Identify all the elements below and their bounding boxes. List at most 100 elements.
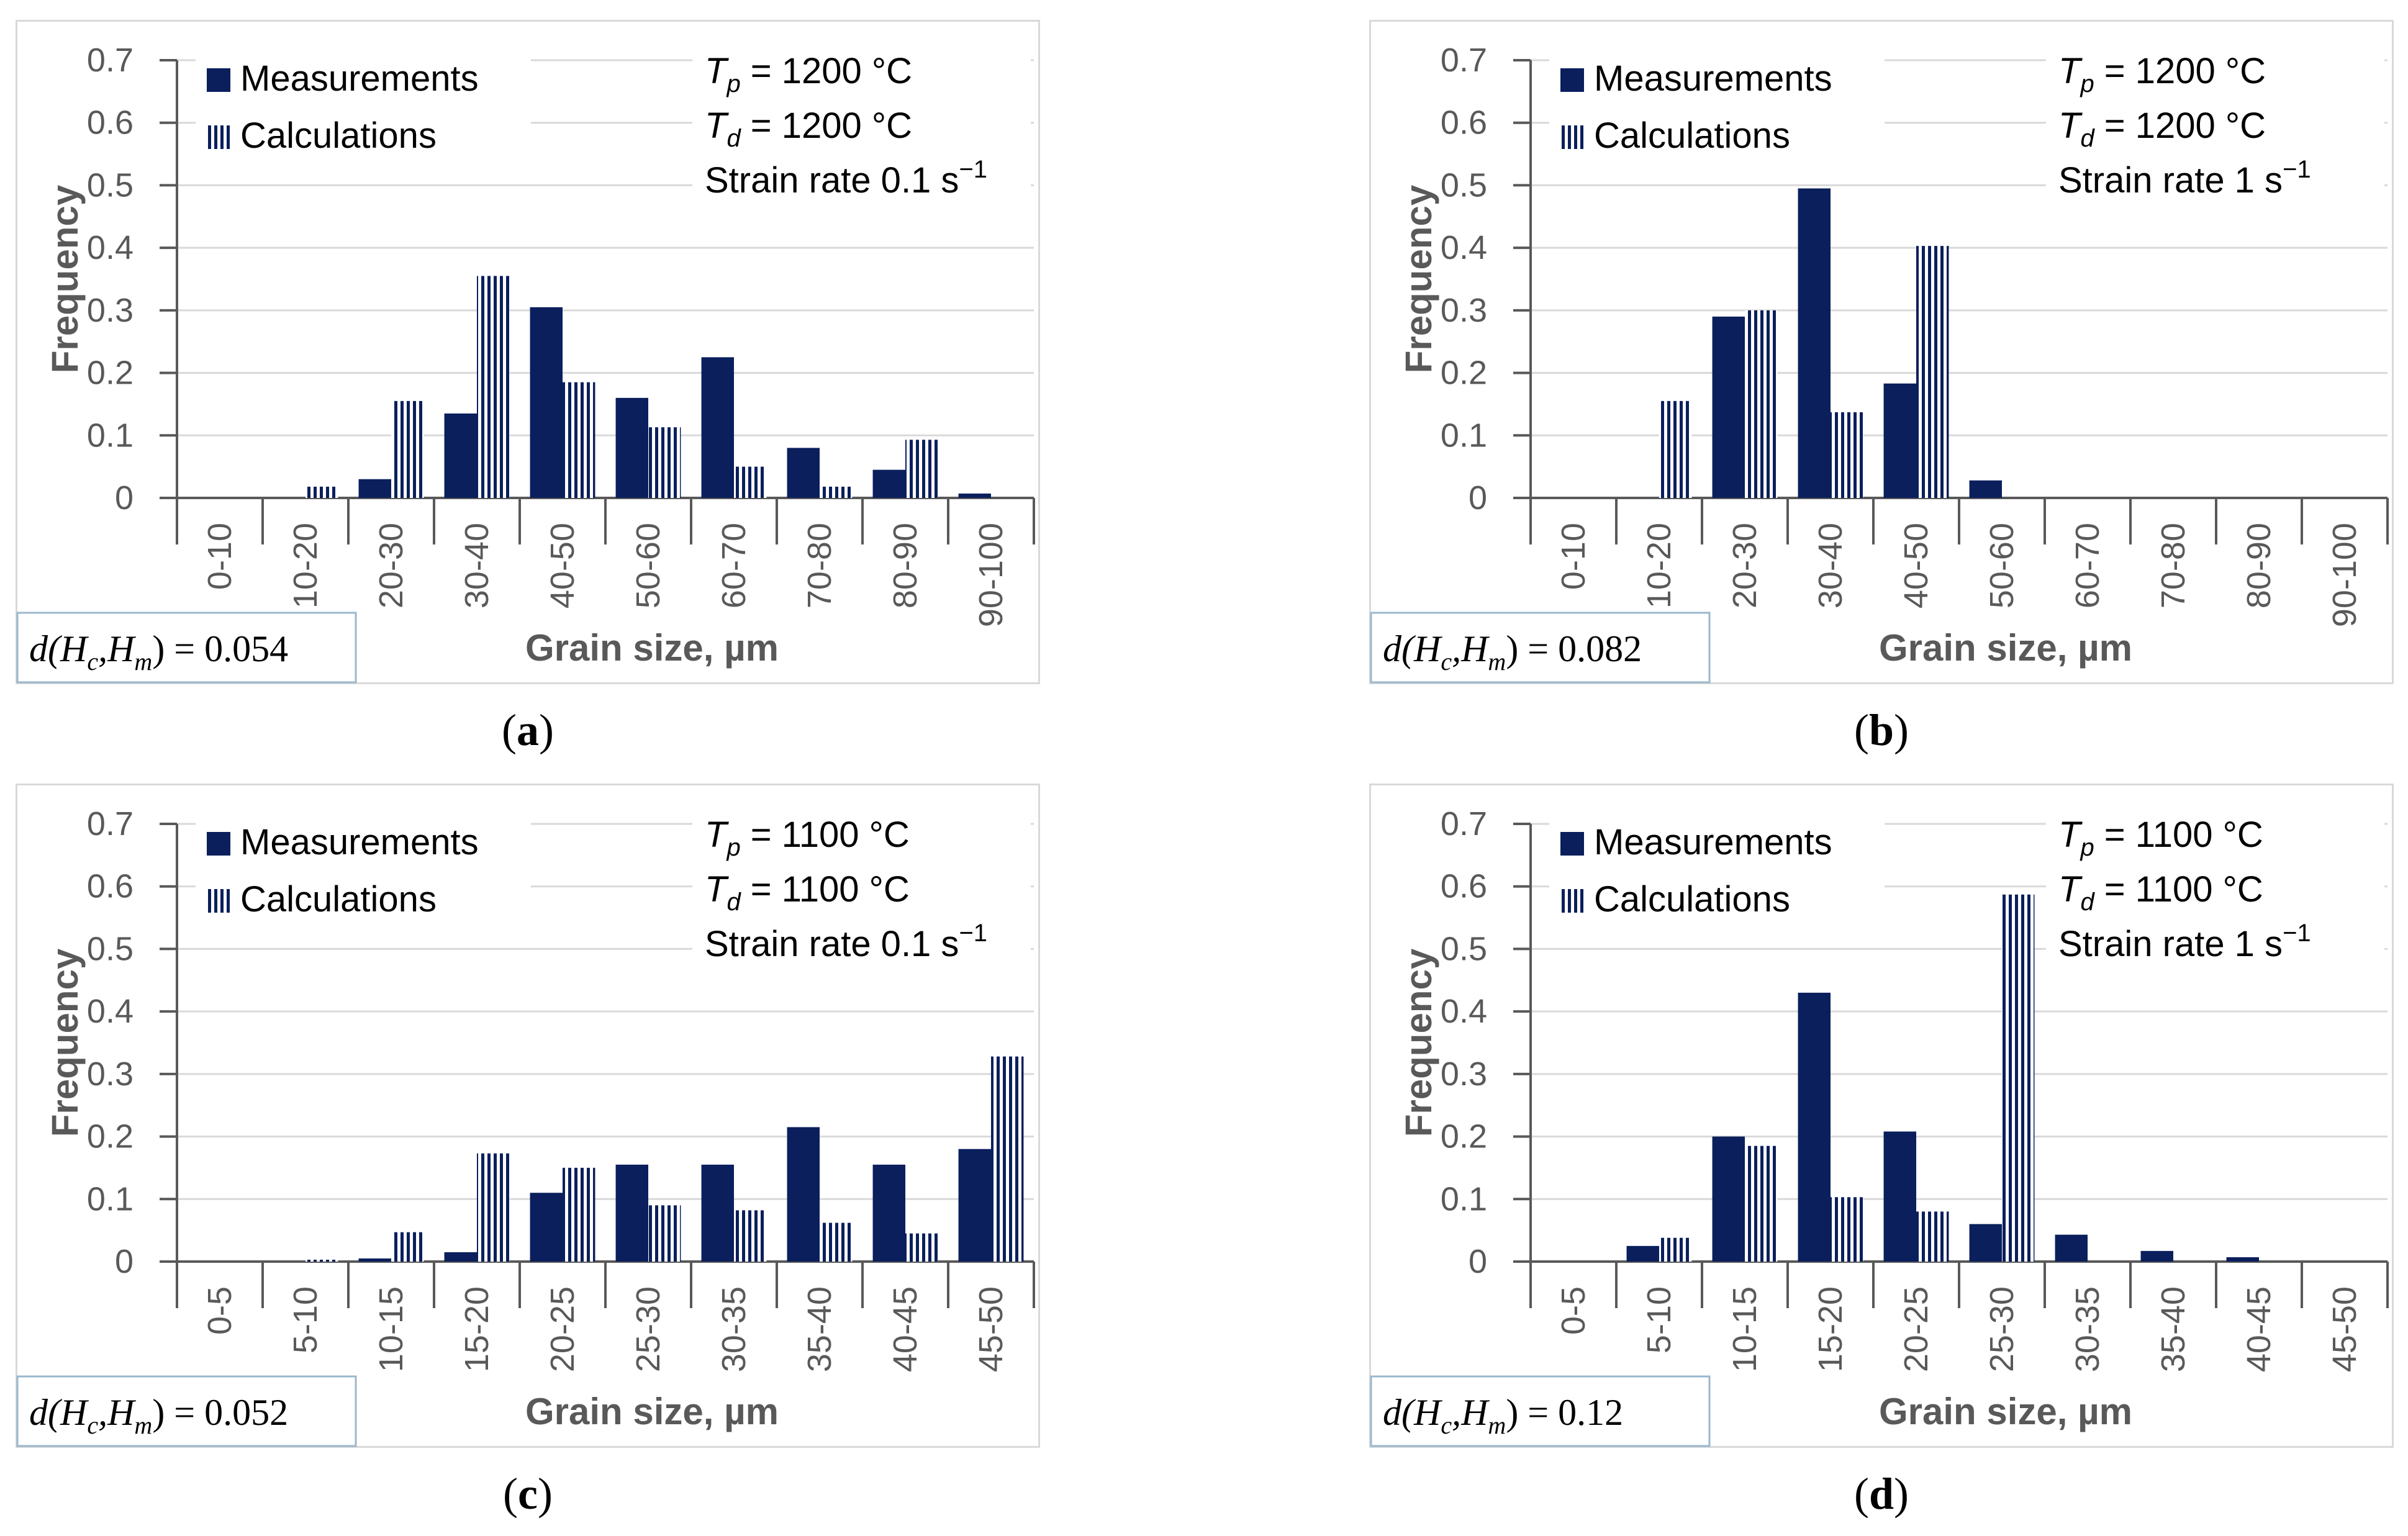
x-axis-title: Grain size, µm (525, 1391, 779, 1432)
x-tick-label: 30-40 (458, 523, 496, 608)
x-tick-label: 20-30 (373, 523, 410, 608)
y-axis-title: Frequency (1398, 184, 1439, 373)
legend-swatch-measurements (207, 68, 230, 92)
x-tick-label: 15-20 (1812, 1286, 1849, 1372)
condition-td: Td = 1200 °C (2058, 106, 2266, 152)
bar-calculations (905, 440, 938, 498)
y-tick-label: 0.1 (1441, 417, 1487, 454)
bar-measurements (701, 357, 734, 498)
y-axis-title: Frequency (44, 184, 86, 373)
y-tick-label: 0.6 (87, 868, 134, 905)
x-tick-label: 0-10 (201, 523, 238, 590)
x-tick-label: 30-35 (2069, 1286, 2106, 1372)
x-tick-label: 10-20 (287, 523, 324, 608)
x-tick-label: 90-100 (972, 523, 1010, 627)
legend-label-calculations: Calculations (240, 115, 437, 156)
x-tick-label: 90-100 (2326, 523, 2363, 627)
conditions-box (692, 799, 1031, 985)
y-tick-label: 0.2 (1441, 1118, 1487, 1155)
legend-label-calculations: Calculations (240, 879, 437, 919)
legend-label-calculations: Calculations (1594, 115, 1790, 156)
y-tick-label: 0.3 (87, 292, 134, 329)
bar-calculations (1745, 310, 1778, 498)
x-tick-label: 35-40 (2155, 1286, 2192, 1372)
legend-box (1549, 35, 1885, 166)
caption-c: (c) (503, 1469, 553, 1519)
x-tick-label: 30-35 (715, 1286, 753, 1372)
y-tick-label: 0 (115, 1243, 134, 1280)
x-tick-label: 60-70 (715, 523, 753, 608)
legend-swatch-measurements (1560, 68, 1584, 92)
bar-measurements (444, 413, 477, 498)
legend-swatch-calculations (1560, 889, 1584, 913)
y-tick-label: 0.7 (87, 805, 134, 843)
bar-measurements (1712, 316, 1745, 498)
y-tick-label: 0.1 (87, 1180, 134, 1218)
y-tick-label: 0 (115, 479, 134, 517)
x-tick-label: 25-30 (630, 1286, 667, 1372)
x-tick-label: 0-5 (1555, 1286, 1592, 1335)
bar-measurements (1626, 1245, 1659, 1262)
bar-calculations (734, 466, 767, 498)
bar-measurements (615, 397, 648, 498)
bar-calculations (1659, 400, 1692, 498)
chart-panel-a: 0 0.1 0.2 0.3 0.4 0.5 0.6 0.7 0-10 10-20 20-30 30-4… (16, 20, 1040, 684)
y-tick-label: 0.2 (87, 1118, 134, 1155)
distance-label: d(Hc,Hm) = 0.054 (29, 628, 288, 675)
bar-calculations (1659, 1237, 1692, 1262)
legend-swatch-measurements (1560, 832, 1584, 856)
x-tick-label: 40-50 (544, 523, 581, 608)
x-tick-label: 40-50 (1898, 523, 1935, 608)
distance-label: d(Hc,Hm) = 0.082 (1383, 628, 1642, 675)
condition-strain-rate: Strain rate 1 s−1 (2058, 919, 2311, 964)
bar-calculations (391, 1232, 424, 1262)
bar-measurements (872, 469, 905, 498)
y-tick-label: 0.7 (87, 42, 134, 79)
caption-b: (b) (1854, 705, 1909, 755)
y-tick-label: 0.6 (87, 104, 134, 142)
condition-tp: Tp = 1100 °C (705, 815, 910, 861)
chart-panel-b: 0 0.1 0.2 0.3 0.4 0.5 0.6 0.7 0-10 10-20 20-30 30-4… (1369, 20, 2394, 684)
y-tick-label: 0 (1469, 479, 1487, 517)
x-tick-label: 0-5 (201, 1286, 238, 1335)
bar-calculations (1745, 1145, 1778, 1262)
x-axis-title: Grain size, µm (1879, 1391, 2132, 1432)
y-tick-label: 0.1 (87, 417, 134, 454)
x-tick-label: 10-20 (1641, 523, 1678, 608)
x-tick-label: 45-50 (2326, 1286, 2363, 1372)
caption-a: (a) (502, 705, 554, 755)
bar-calculations (306, 1259, 338, 1262)
y-tick-label: 0.5 (87, 930, 134, 967)
x-tick-label: 15-20 (458, 1286, 496, 1372)
x-tick-label: 0-10 (1555, 523, 1592, 590)
y-axis-title: Frequency (1398, 948, 1439, 1137)
bar-calculations (477, 1153, 510, 1262)
y-tick-label: 0.7 (1441, 42, 1487, 79)
x-tick-label: 45-50 (972, 1286, 1010, 1372)
chart-panel-c: 0 0.1 0.2 0.3 0.4 0.5 0.6 0.7 0-5 5-10 10-15 15-20 2… (16, 784, 1040, 1448)
x-tick-label: 25-30 (1983, 1286, 2021, 1372)
bar-calculations (477, 276, 510, 498)
bar-measurements (1883, 383, 1916, 498)
legend-label-measurements: Measurements (1594, 58, 1832, 99)
bar-calculations (1831, 1197, 1863, 1262)
x-tick-label: 20-25 (1898, 1286, 1935, 1372)
conditions-box (692, 35, 1031, 222)
x-tick-label: 30-40 (1812, 523, 1849, 608)
x-tick-label: 5-10 (1641, 1286, 1678, 1353)
bar-measurements (958, 1149, 991, 1262)
x-tick-label: 80-90 (887, 523, 924, 608)
distance-box (1370, 612, 1711, 684)
caption-d: (d) (1854, 1469, 1909, 1519)
bar-measurements (2140, 1250, 2173, 1262)
bar-calculations (820, 486, 853, 498)
bar-calculations (391, 400, 424, 498)
bar-measurements (787, 448, 820, 498)
chart-svg: 0 0.1 0.2 0.3 0.4 0.5 0.6 0.7 0-5 5-10 10-15 15-20 2… (16, 799, 1035, 1447)
x-tick-label: 20-25 (544, 1286, 581, 1372)
legend-label-measurements: Measurements (240, 58, 479, 99)
y-tick-label: 0.6 (1441, 104, 1487, 142)
condition-td: Td = 1100 °C (705, 869, 910, 916)
y-tick-label: 0.4 (87, 229, 134, 266)
legend-swatch-measurements (207, 832, 230, 856)
